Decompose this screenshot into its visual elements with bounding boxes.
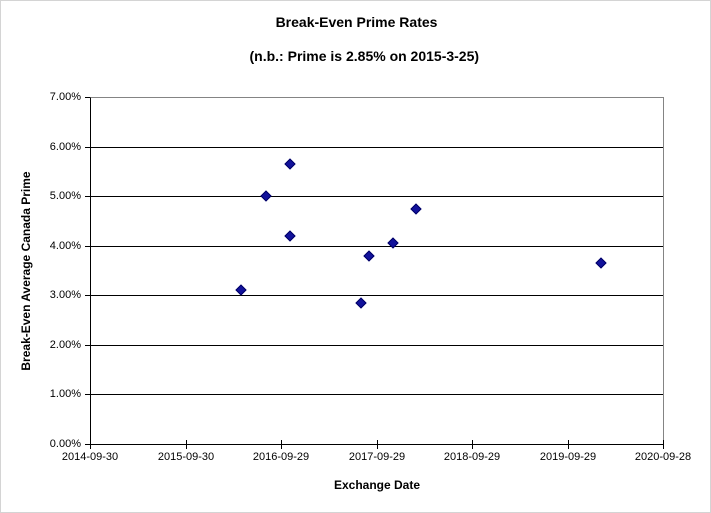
y-axis-tick-label: 7.00%: [49, 91, 81, 103]
x-axis-tick-label: 2017-09-29: [348, 451, 406, 463]
plot-area: [90, 97, 664, 445]
x-axis-tick-label: 2014-09-30: [61, 451, 119, 463]
y-axis-tick-label: 5.00%: [49, 190, 81, 202]
y-axis-tick-label: 3.00%: [49, 289, 81, 301]
chart-title-line1: Break-Even Prime Rates: [275, 14, 438, 30]
y-axis-tick-label: 1.00%: [49, 388, 81, 400]
y-axis-title: Break-Even Average Canada Prime: [19, 171, 33, 371]
y-axis-tick-label: 4.00%: [49, 240, 81, 252]
x-axis-tick-label: 2020-09-28: [634, 451, 692, 463]
x-axis-title: Exchange Date: [333, 478, 421, 492]
y-axis-tick-label: 6.00%: [49, 141, 81, 153]
y-axis-tick-label: 2.00%: [49, 339, 81, 351]
chart-title: Break-Even Prime Rates (n.b.: Prime is 2…: [1, 14, 710, 82]
x-axis-tick-label: 2018-09-29: [443, 451, 501, 463]
chart-title-line2: (n.b.: Prime is 2.85% on 2015-3-25): [249, 48, 480, 64]
x-axis-tick-label: 2019-09-29: [539, 451, 597, 463]
x-axis-tick-label: 2016-09-29: [252, 451, 310, 463]
x-axis-tick-label: 2015-09-30: [157, 451, 215, 463]
y-axis-tick-label: 0.00%: [49, 438, 81, 450]
